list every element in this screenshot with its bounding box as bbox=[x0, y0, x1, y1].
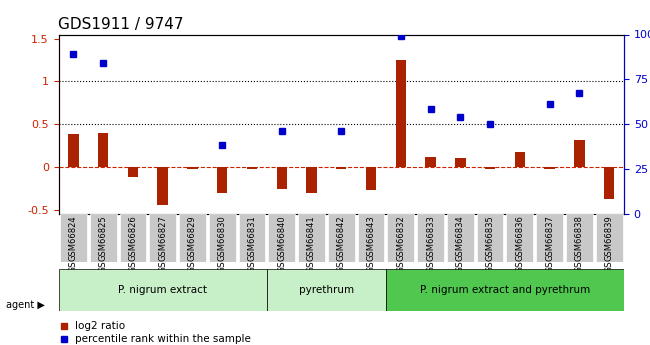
Text: agent ▶: agent ▶ bbox=[6, 300, 46, 310]
Text: pyrethrum: pyrethrum bbox=[299, 285, 354, 295]
Text: GSM66835: GSM66835 bbox=[486, 215, 495, 261]
FancyBboxPatch shape bbox=[417, 214, 444, 262]
Text: log2 ratio: log2 ratio bbox=[75, 321, 125, 331]
Text: GSM66829: GSM66829 bbox=[188, 215, 197, 261]
FancyBboxPatch shape bbox=[328, 214, 355, 262]
Text: GSM66827: GSM66827 bbox=[158, 215, 167, 261]
FancyBboxPatch shape bbox=[90, 214, 116, 262]
Bar bbox=[127, 167, 138, 177]
FancyBboxPatch shape bbox=[239, 214, 265, 262]
FancyBboxPatch shape bbox=[120, 214, 146, 262]
FancyBboxPatch shape bbox=[536, 214, 563, 262]
Bar bbox=[336, 167, 346, 169]
FancyBboxPatch shape bbox=[595, 214, 623, 262]
Text: GSM66843: GSM66843 bbox=[367, 215, 376, 261]
Text: GSM66838: GSM66838 bbox=[575, 215, 584, 261]
FancyBboxPatch shape bbox=[60, 214, 87, 262]
FancyBboxPatch shape bbox=[358, 214, 384, 262]
Text: GDS1911 / 9747: GDS1911 / 9747 bbox=[58, 17, 184, 32]
Text: GSM66830: GSM66830 bbox=[218, 215, 227, 261]
Text: GSM66842: GSM66842 bbox=[337, 215, 346, 261]
Text: GSM66839: GSM66839 bbox=[604, 215, 614, 261]
Text: GSM66825: GSM66825 bbox=[99, 215, 108, 261]
FancyBboxPatch shape bbox=[209, 214, 235, 262]
Bar bbox=[217, 167, 228, 193]
FancyBboxPatch shape bbox=[506, 214, 533, 262]
FancyBboxPatch shape bbox=[476, 214, 504, 262]
Text: GSM66826: GSM66826 bbox=[129, 215, 137, 261]
FancyBboxPatch shape bbox=[179, 214, 206, 262]
Bar bbox=[515, 152, 525, 167]
Text: GSM66833: GSM66833 bbox=[426, 215, 435, 261]
Bar bbox=[187, 167, 198, 169]
Text: P. nigrum extract: P. nigrum extract bbox=[118, 285, 207, 295]
FancyBboxPatch shape bbox=[58, 269, 267, 310]
Text: GSM66832: GSM66832 bbox=[396, 215, 406, 261]
Text: GSM66836: GSM66836 bbox=[515, 215, 525, 261]
Bar bbox=[485, 167, 495, 169]
FancyBboxPatch shape bbox=[268, 214, 295, 262]
Text: GSM66824: GSM66824 bbox=[69, 215, 78, 261]
Bar bbox=[366, 167, 376, 190]
Bar bbox=[98, 133, 109, 167]
Text: percentile rank within the sample: percentile rank within the sample bbox=[75, 335, 252, 344]
Bar bbox=[604, 167, 614, 199]
FancyBboxPatch shape bbox=[387, 214, 414, 262]
FancyBboxPatch shape bbox=[267, 269, 386, 310]
Bar bbox=[545, 167, 555, 169]
FancyBboxPatch shape bbox=[386, 269, 624, 310]
Bar bbox=[306, 167, 317, 193]
FancyBboxPatch shape bbox=[298, 214, 325, 262]
Text: GSM66840: GSM66840 bbox=[277, 215, 286, 261]
Text: GSM66841: GSM66841 bbox=[307, 215, 316, 261]
Bar bbox=[396, 60, 406, 167]
Text: P. nigrum extract and pyrethrum: P. nigrum extract and pyrethrum bbox=[420, 285, 590, 295]
Bar bbox=[157, 167, 168, 205]
Text: GSM66837: GSM66837 bbox=[545, 215, 554, 261]
FancyBboxPatch shape bbox=[447, 214, 474, 262]
FancyBboxPatch shape bbox=[566, 214, 593, 262]
Bar bbox=[425, 157, 436, 167]
Text: GSM66831: GSM66831 bbox=[248, 215, 257, 261]
Bar bbox=[455, 158, 465, 167]
Bar bbox=[247, 167, 257, 169]
Bar bbox=[574, 140, 584, 167]
FancyBboxPatch shape bbox=[150, 214, 176, 262]
Text: GSM66834: GSM66834 bbox=[456, 215, 465, 261]
Bar bbox=[68, 135, 79, 167]
Bar bbox=[276, 167, 287, 189]
